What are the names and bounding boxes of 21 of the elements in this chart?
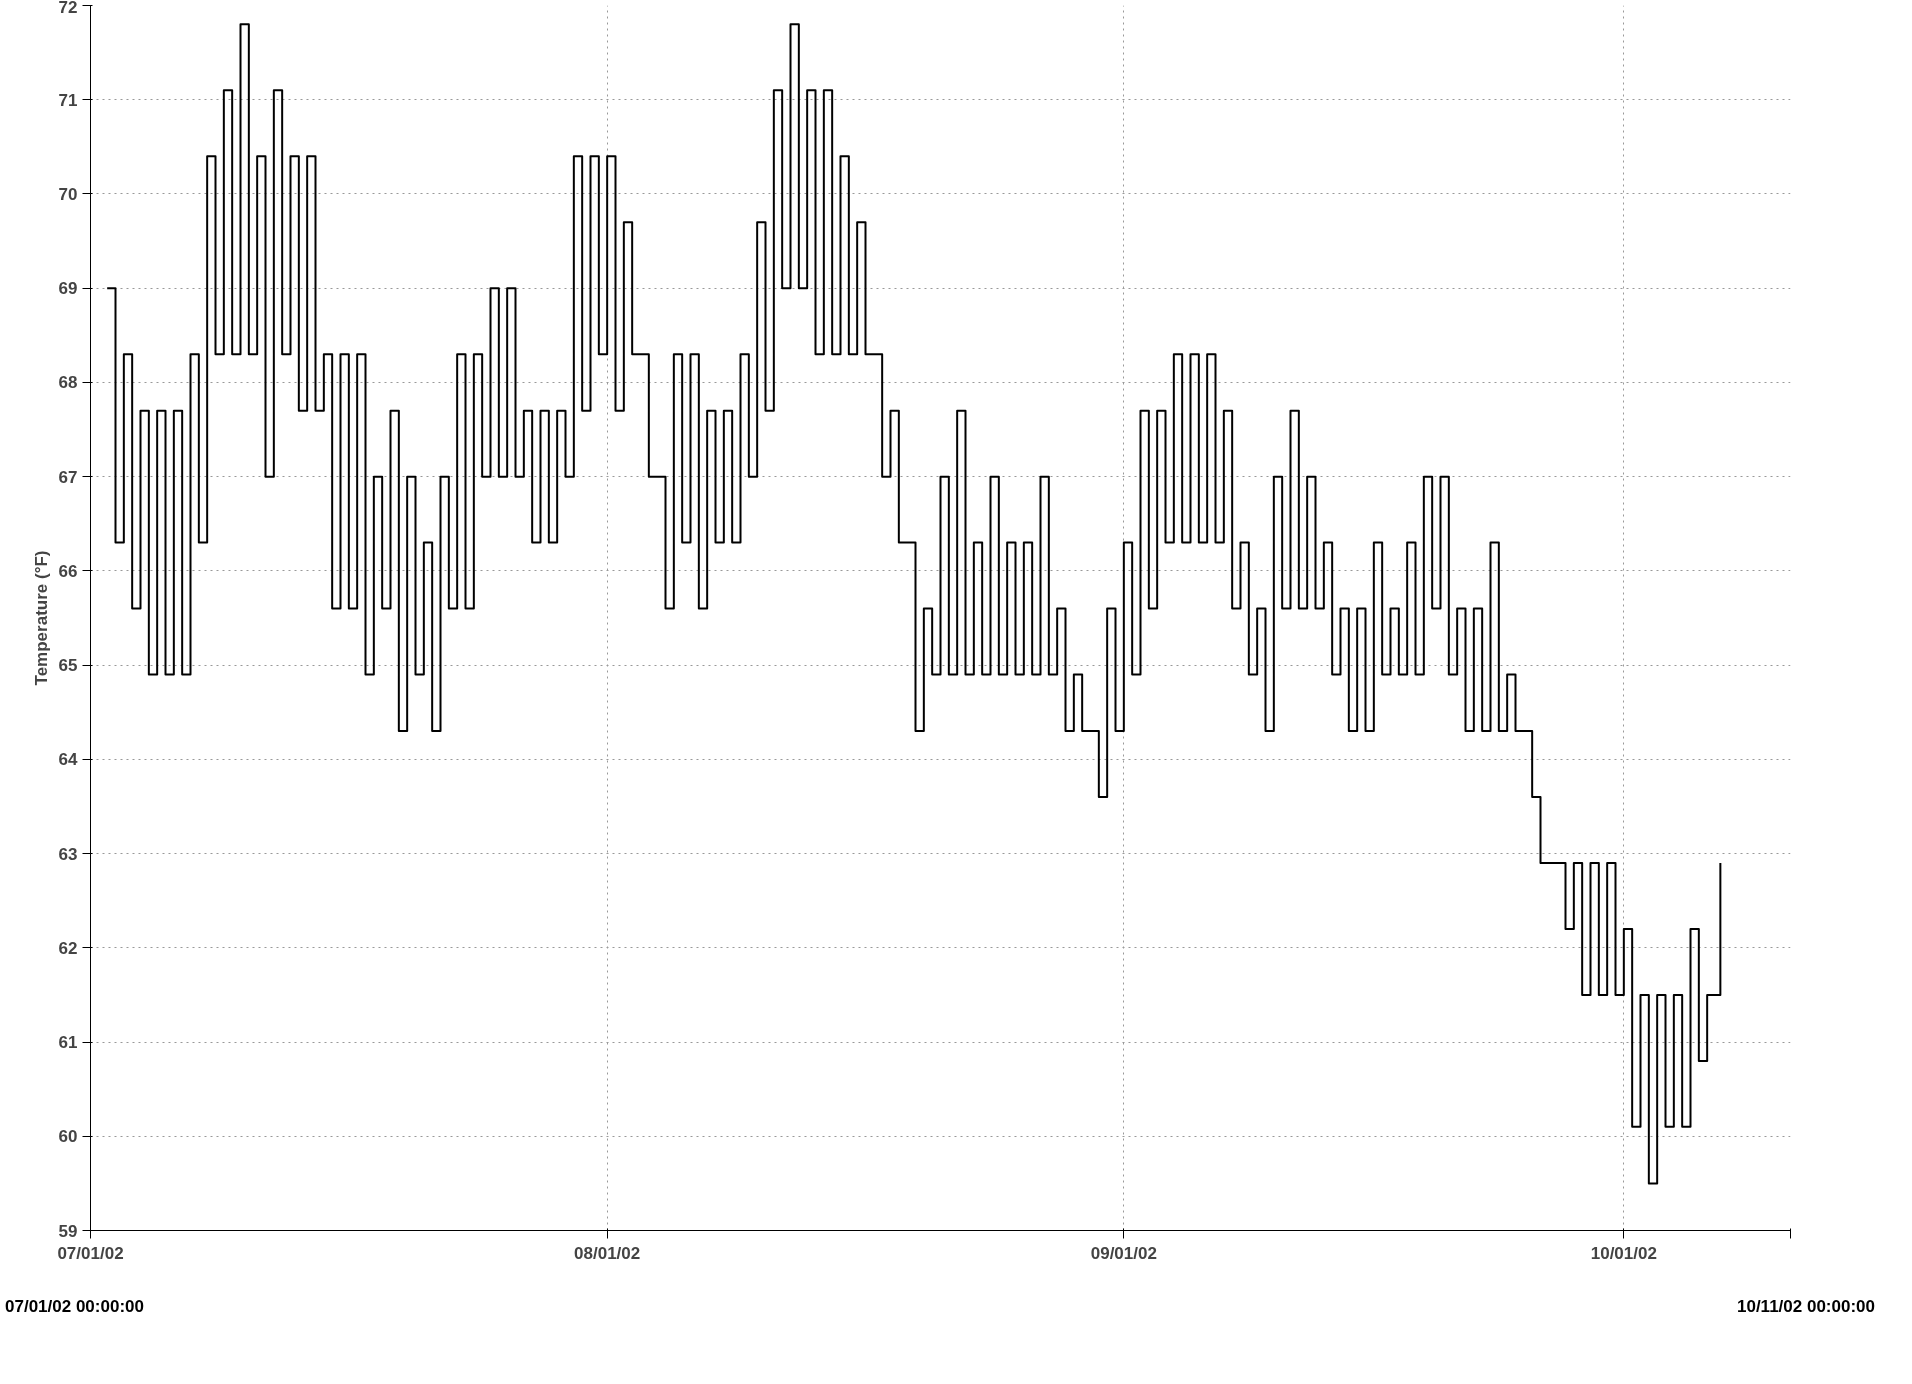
y-tick-label: 68 bbox=[58, 373, 78, 393]
y-tick-label: 65 bbox=[58, 656, 78, 676]
y-tick-label: 61 bbox=[58, 1033, 78, 1053]
x-tick-label: 10/01/02 bbox=[1590, 1243, 1657, 1263]
y-tick-label: 60 bbox=[58, 1127, 78, 1147]
y-tick-label: 70 bbox=[58, 184, 78, 204]
y-tick-label: 67 bbox=[58, 467, 78, 487]
x-tick-label: 09/01/02 bbox=[1090, 1243, 1157, 1263]
x-tick-label: 08/01/02 bbox=[574, 1243, 641, 1263]
y-tick-label: 62 bbox=[58, 938, 78, 958]
text: 07/01/02 00:00:00 bbox=[5, 1296, 144, 1318]
text: 10/11/02 00:00:00 bbox=[1736, 1296, 1875, 1318]
y-tick-label: 59 bbox=[58, 1221, 78, 1241]
y-tick-label: 69 bbox=[58, 279, 78, 299]
y-tick-label: 71 bbox=[58, 90, 78, 110]
y-tick-label: 72 bbox=[58, 0, 78, 17]
x-tick-label: 07/01/02 bbox=[57, 1243, 124, 1263]
y-tick-label: 63 bbox=[58, 844, 78, 864]
y-tick-label: 64 bbox=[58, 750, 79, 770]
y-axis-title: Temperature (°F) bbox=[31, 550, 51, 686]
y-tick-label: 66 bbox=[58, 561, 78, 581]
